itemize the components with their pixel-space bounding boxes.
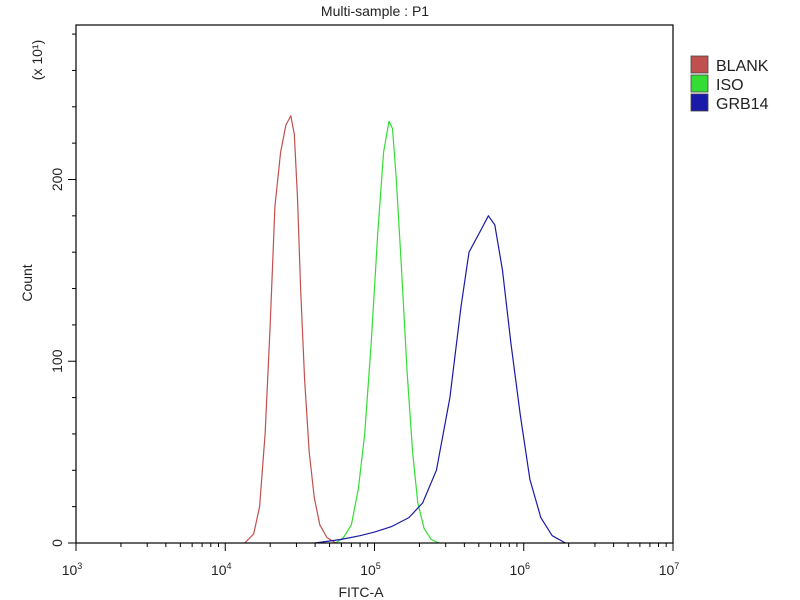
x-tick-label: 106 <box>509 561 530 578</box>
y-tick-label: 200 <box>49 168 65 192</box>
x-tick-label: 105 <box>360 561 381 578</box>
legend-label-grb14: GRB14 <box>716 96 769 113</box>
legend-swatch-blank <box>690 55 709 74</box>
y-multiplier-label: (x 10¹) <box>29 40 45 80</box>
legend: BLANK ISO GRB14 <box>690 55 769 113</box>
chart-title: Multi-sample : P1 <box>321 3 429 19</box>
x-axis: 103 104 105 106 107 <box>62 543 680 578</box>
series-line-grb14 <box>315 215 566 544</box>
x-tick-label: 103 <box>62 561 83 578</box>
x-tick-label: 104 <box>211 561 232 578</box>
legend-label-blank: BLANK <box>716 58 769 75</box>
legend-swatch-grb14 <box>690 93 709 112</box>
series-line-blank <box>244 115 337 544</box>
y-axis-label: Count <box>19 264 35 301</box>
y-tick-label: 0 <box>49 539 65 547</box>
legend-swatch-iso <box>690 74 709 93</box>
legend-label-iso: ISO <box>716 77 744 94</box>
y-tick-label: 100 <box>49 349 65 373</box>
x-tick-label: 107 <box>659 561 680 578</box>
y-axis: 0 100 200 <box>49 33 76 547</box>
x-axis-label: FITC-A <box>338 584 384 600</box>
series-line-iso <box>335 120 440 544</box>
series-layer <box>244 115 566 544</box>
